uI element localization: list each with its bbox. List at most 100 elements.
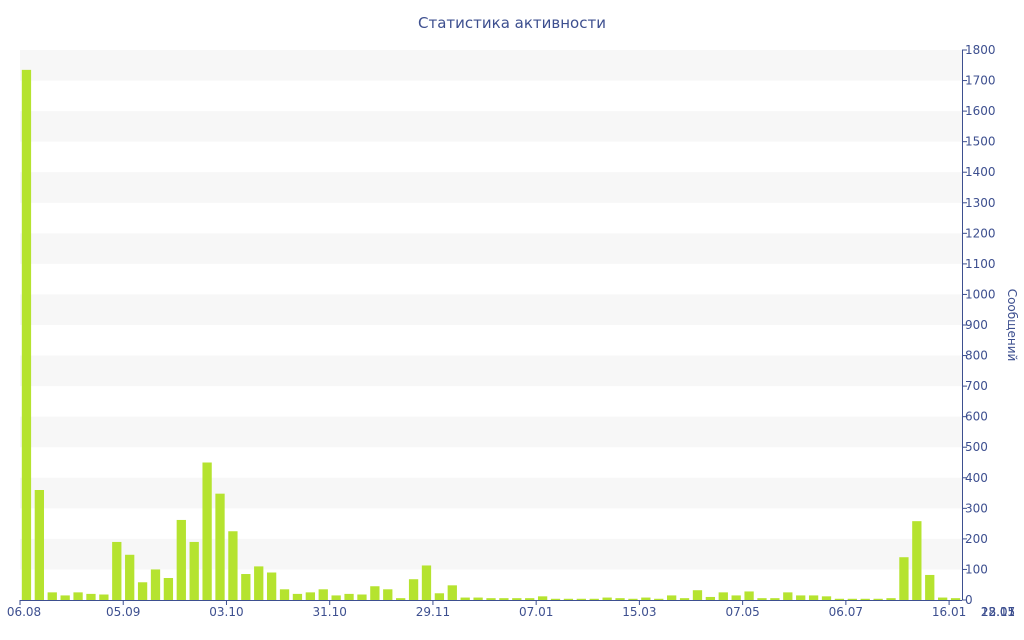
y-tick-label: 100 [965,562,988,576]
bar [628,598,638,600]
x-tick-label: 31.10 [313,605,347,619]
bar [137,582,148,600]
x-tick-label: 06.07 [829,605,863,619]
bar [757,598,767,600]
bar [73,592,83,600]
bar [47,592,57,600]
bar [86,593,96,600]
x-tick-label: 13.07 [981,605,1015,619]
x-tick-label: 22.11 [981,605,1015,619]
y-tick-label: 400 [965,471,988,485]
bar [860,598,870,600]
y-tick-label: 500 [965,440,988,454]
y-tick-label: 1300 [965,196,996,210]
y-tick-label: 1100 [965,257,996,271]
x-tick-label: 28.05 [981,605,1015,619]
y-tick-label: 700 [965,379,988,393]
bar [279,589,290,600]
bar [615,598,625,600]
y-tick-label: 300 [965,501,988,515]
bar [254,566,264,600]
bar [731,595,741,600]
grid-band [20,233,962,264]
bar [318,589,328,600]
bar [679,598,690,600]
bar [460,597,470,600]
bar [383,589,393,600]
bar [202,462,212,600]
bar [821,596,832,600]
bar [150,569,161,600]
y-tick-label: 0 [965,593,973,607]
grid-band [20,294,962,325]
x-tick-label: 06.08 [7,605,41,619]
bar [873,598,883,600]
bar [21,69,32,601]
bar [408,579,419,600]
y-axis-label: Сообщений [1005,289,1019,362]
grid-band [20,172,962,203]
bar [305,592,315,600]
axes-group: 0 100 200 300 400 500 600 700 800 900 1000 1100 1200… [7,43,1015,619]
bar [950,598,961,600]
grid-band [20,111,962,142]
bar [899,557,909,600]
chart-title: Статистика активности [418,14,606,32]
bar [641,597,651,600]
bar [576,598,586,600]
bar [241,574,251,600]
bar [770,598,780,600]
bar [602,597,612,600]
bar [486,598,496,600]
y-tick-label: 900 [965,318,988,332]
bar [421,565,432,600]
bar [589,598,599,600]
grid-band [20,538,962,570]
bar [912,521,922,600]
x-tick-label: 03.10 [209,605,243,619]
bar [176,519,186,600]
bar [125,554,135,600]
bar [499,598,509,600]
x-tick-label: 07.01 [519,605,553,619]
bar [189,541,199,600]
bar [112,541,122,600]
bar [937,597,948,600]
bar [525,598,535,600]
x-tick-label: 29.11 [416,605,450,619]
bar [744,591,754,600]
bar [357,594,367,600]
bar [654,598,664,600]
bar [705,596,716,600]
grid-band [20,355,962,387]
bar [847,598,857,600]
bar [783,592,793,600]
bar [370,586,380,600]
bar [292,593,303,600]
grid-band [20,416,962,448]
bar [163,578,174,600]
bar [512,598,522,600]
bar [886,598,896,600]
y-tick-label: 1600 [965,104,996,118]
grid-band [20,477,962,509]
bar [808,595,819,600]
bars-group [21,69,961,601]
bar [925,574,935,600]
grid-bands [20,50,962,570]
y-tick-label: 200 [965,532,988,546]
y-tick-label: 1400 [965,165,996,179]
bar [215,493,225,600]
x-tick-label: 16.01 [932,605,966,619]
bar [834,598,845,600]
y-tick-label: 1500 [965,135,996,149]
bar [447,585,457,600]
y-tick-label: 1000 [965,287,996,301]
bar [34,490,45,600]
bar [473,597,483,600]
bar [266,572,277,600]
x-tick-label: 07.05 [725,605,759,619]
bar [718,592,728,600]
